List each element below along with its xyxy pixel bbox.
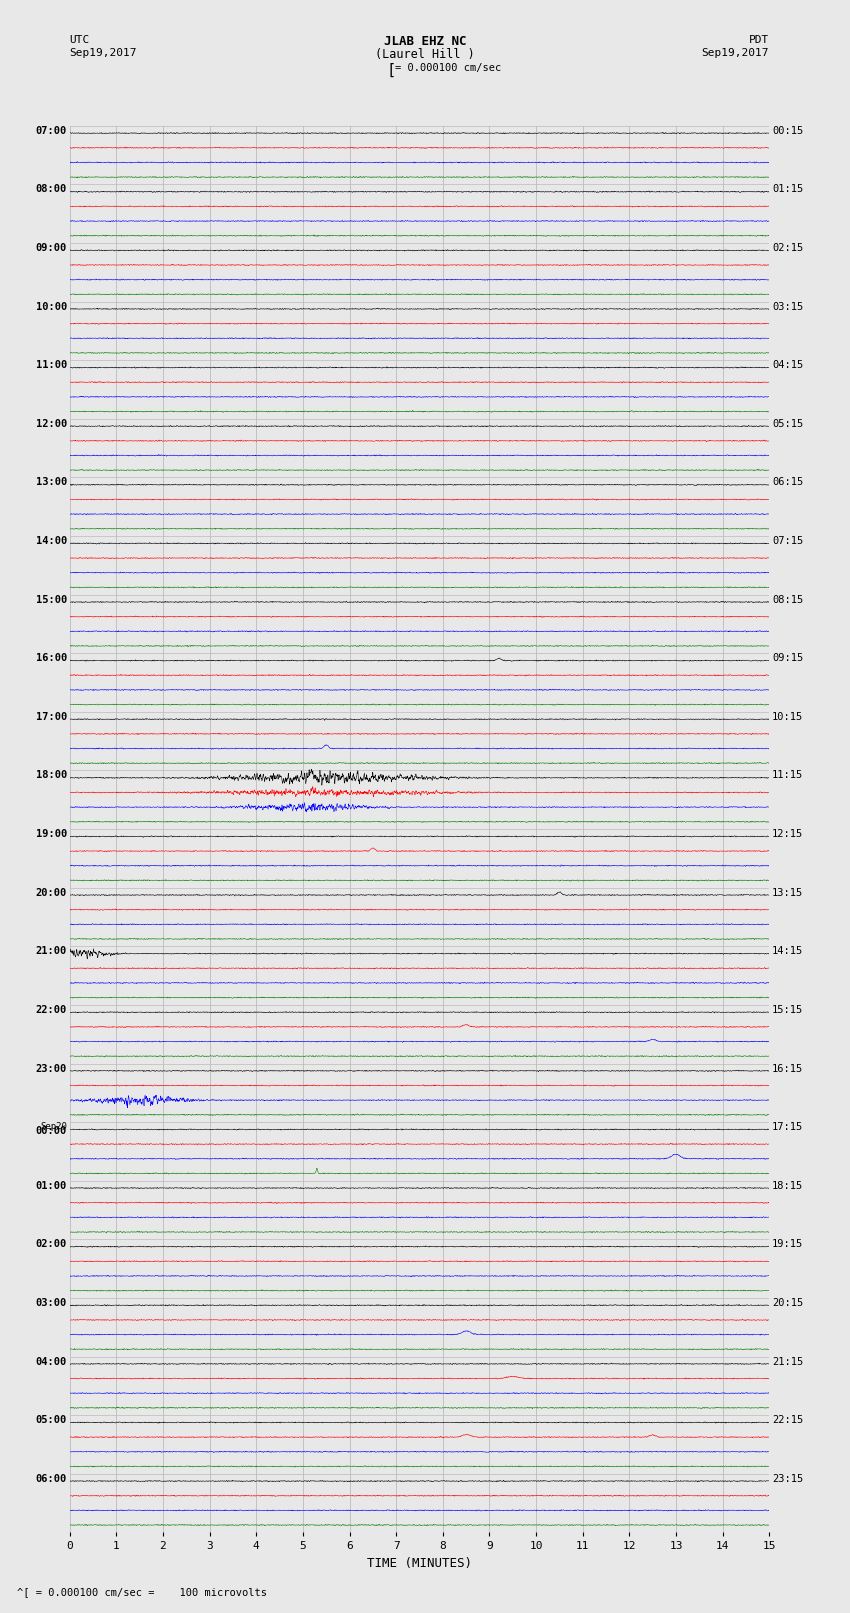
Text: = 0.000100 cm/sec: = 0.000100 cm/sec [395,63,501,73]
Text: 06:00: 06:00 [36,1474,67,1484]
Text: 03:00: 03:00 [36,1298,67,1308]
Text: 07:00: 07:00 [36,126,67,135]
Text: 16:15: 16:15 [772,1063,803,1074]
Text: Sep20: Sep20 [40,1123,67,1131]
Text: 06:15: 06:15 [772,477,803,487]
Text: 02:00: 02:00 [36,1239,67,1250]
Text: 04:00: 04:00 [36,1357,67,1366]
Text: 04:15: 04:15 [772,360,803,371]
Text: JLAB EHZ NC: JLAB EHZ NC [383,35,467,48]
Text: 05:15: 05:15 [772,419,803,429]
Text: ^[ = 0.000100 cm/sec =    100 microvolts: ^[ = 0.000100 cm/sec = 100 microvolts [17,1587,267,1597]
Text: 23:15: 23:15 [772,1474,803,1484]
Text: 01:15: 01:15 [772,184,803,195]
Text: 07:15: 07:15 [772,536,803,547]
Text: 18:15: 18:15 [772,1181,803,1190]
Text: Sep19,2017: Sep19,2017 [702,48,769,58]
Text: 17:00: 17:00 [36,711,67,723]
Text: 00:15: 00:15 [772,126,803,135]
Text: 09:15: 09:15 [772,653,803,663]
Text: 11:00: 11:00 [36,360,67,371]
Text: 10:00: 10:00 [36,302,67,311]
Text: 00:00: 00:00 [36,1126,67,1136]
X-axis label: TIME (MINUTES): TIME (MINUTES) [367,1557,472,1569]
Text: 16:00: 16:00 [36,653,67,663]
Text: 20:15: 20:15 [772,1298,803,1308]
Text: [: [ [387,63,396,77]
Text: 13:15: 13:15 [772,887,803,898]
Text: 18:00: 18:00 [36,771,67,781]
Text: 15:00: 15:00 [36,595,67,605]
Text: Sep19,2017: Sep19,2017 [70,48,137,58]
Text: 08:00: 08:00 [36,184,67,195]
Text: 01:00: 01:00 [36,1181,67,1190]
Text: 08:15: 08:15 [772,595,803,605]
Text: 13:00: 13:00 [36,477,67,487]
Text: 22:00: 22:00 [36,1005,67,1015]
Text: UTC: UTC [70,35,90,45]
Text: 03:15: 03:15 [772,302,803,311]
Text: (Laurel Hill ): (Laurel Hill ) [375,48,475,61]
Text: 05:00: 05:00 [36,1415,67,1426]
Text: 14:15: 14:15 [772,947,803,957]
Text: 20:00: 20:00 [36,887,67,898]
Text: 19:15: 19:15 [772,1239,803,1250]
Text: 14:00: 14:00 [36,536,67,547]
Text: PDT: PDT [749,35,769,45]
Text: 10:15: 10:15 [772,711,803,723]
Text: 11:15: 11:15 [772,771,803,781]
Text: 12:15: 12:15 [772,829,803,839]
Text: 23:00: 23:00 [36,1063,67,1074]
Text: 21:15: 21:15 [772,1357,803,1366]
Text: 09:00: 09:00 [36,244,67,253]
Text: 17:15: 17:15 [772,1123,803,1132]
Text: 22:15: 22:15 [772,1415,803,1426]
Text: 15:15: 15:15 [772,1005,803,1015]
Text: 02:15: 02:15 [772,244,803,253]
Text: 12:00: 12:00 [36,419,67,429]
Text: 21:00: 21:00 [36,947,67,957]
Text: 19:00: 19:00 [36,829,67,839]
